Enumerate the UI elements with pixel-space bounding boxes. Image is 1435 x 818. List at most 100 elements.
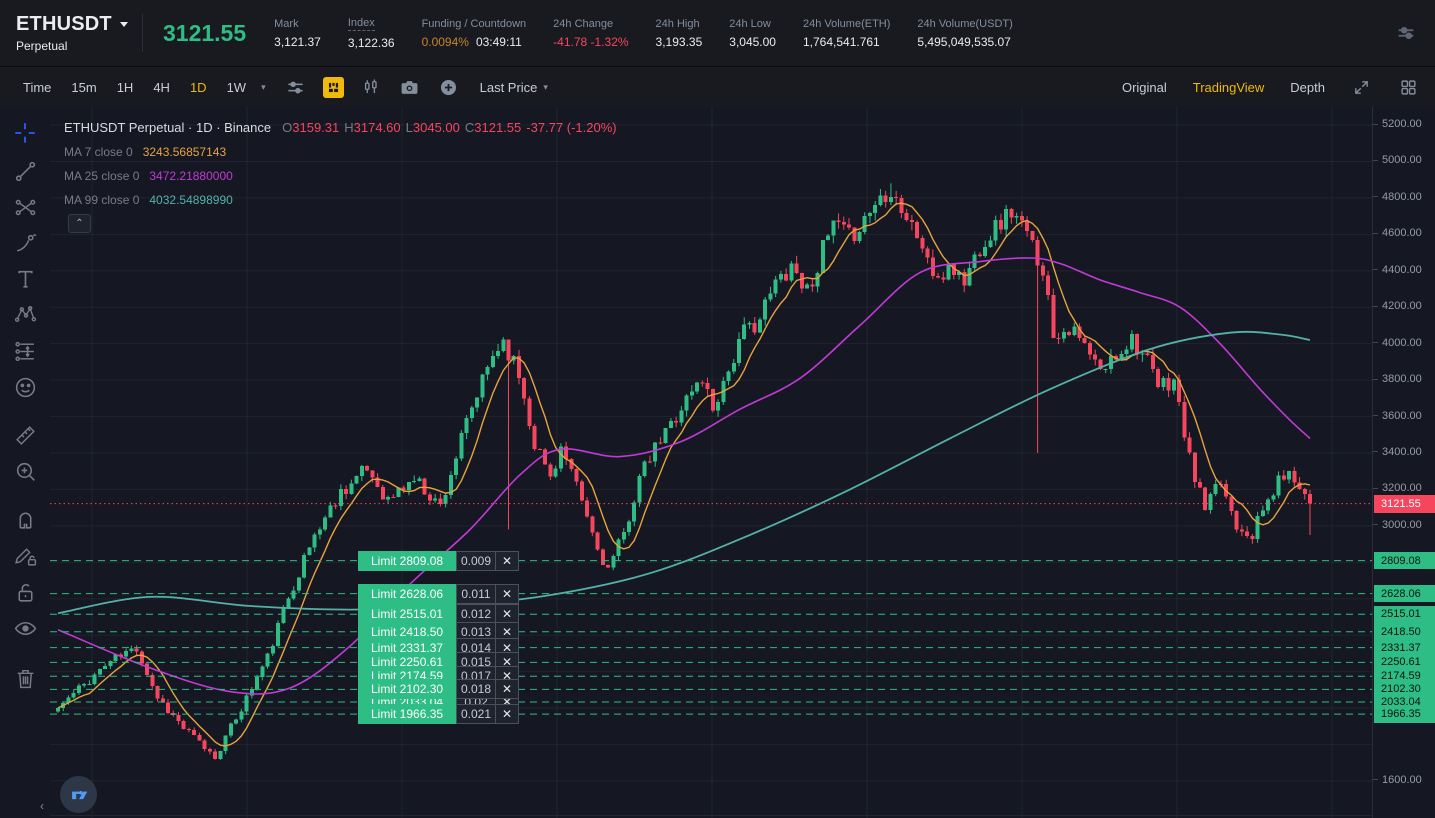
order-row[interactable]: Limit 2628.06 0.011 ✕	[358, 583, 519, 604]
grid-layer	[50, 107, 1372, 818]
view-depth-button[interactable]: Depth	[1290, 79, 1325, 95]
candle-style-icon[interactable]	[360, 76, 382, 98]
order-row[interactable]: Limit 2102.30 0.018 ✕	[358, 679, 519, 700]
interval-1d-button[interactable]: 1D	[183, 76, 214, 99]
legend-change: -37.77 (-1.20%)	[526, 120, 617, 135]
tradingview-logo[interactable]	[60, 776, 97, 813]
order-label[interactable]: Limit 2628.06	[358, 583, 456, 604]
ma25-line	[57, 257, 1311, 695]
zoom-in-icon[interactable]	[11, 457, 39, 485]
fib-tools-icon[interactable]	[11, 193, 39, 221]
order-price-axis-label: 1966.35	[1374, 705, 1435, 723]
trend-line-icon[interactable]	[11, 157, 39, 185]
order-row[interactable]: Limit 1966.35 0.021 ✕	[358, 704, 519, 725]
chart-pane[interactable]: ‹ ETHUSDT Perpetual · 1D · Binance O3159…	[0, 107, 1435, 818]
interval-4h-button[interactable]: 4H	[146, 76, 177, 99]
order-price-axis-label: 2515.01	[1374, 605, 1435, 623]
order-price-axis-label: 2628.06	[1374, 585, 1435, 603]
legend-title: ETHUSDT Perpetual · 1D · Binance	[64, 120, 272, 135]
chevron-down-icon	[119, 22, 128, 27]
camera-icon[interactable]	[398, 76, 421, 99]
text-tool-icon[interactable]	[11, 265, 39, 293]
stat-24h-high: 24h High 3,193.35	[655, 17, 703, 49]
legend-ma-3: MA 99 close 0 4032.54898990	[64, 193, 233, 207]
interval-time-button[interactable]: Time	[16, 76, 58, 99]
axis-tick: 3200.00	[1373, 482, 1422, 494]
price-source-select[interactable]: Last Price ▾	[480, 80, 548, 95]
chart-legend: ETHUSDT Perpetual · 1D · Binance O3159.3…	[64, 120, 617, 207]
lock-icon[interactable]	[11, 578, 39, 606]
axis-tick: 3000.00	[1373, 519, 1422, 531]
add-indicator-icon[interactable]	[437, 76, 460, 99]
legend-ma-1: MA 7 close 0 3243.56857143	[64, 145, 227, 159]
order-cancel-icon[interactable]: ✕	[496, 550, 519, 571]
order-amount[interactable]: 0.021	[456, 704, 496, 725]
order-amount[interactable]: 0.013	[456, 621, 496, 642]
axis-tick: 3800.00	[1373, 373, 1422, 385]
legend-collapse-button[interactable]: ⌃	[68, 214, 91, 233]
forecast-tool-icon[interactable]	[11, 337, 39, 365]
order-price-axis-label: 2418.50	[1374, 623, 1435, 641]
axis-tick: 4000.00	[1373, 337, 1422, 349]
ticker-header: ETHUSDT Perpetual 3121.55 Mark 3,121.37 In…	[0, 0, 1435, 66]
symbol-selector[interactable]: ETHUSDT Perpetual	[16, 13, 134, 53]
order-amount[interactable]: 0.018	[456, 679, 496, 700]
ruler-icon[interactable]	[11, 421, 39, 449]
ma7-line	[57, 202, 1311, 747]
order-label[interactable]: Limit 2515.01	[358, 604, 456, 625]
interval-1h-button[interactable]: 1H	[110, 76, 141, 99]
order-cancel-icon[interactable]: ✕	[496, 679, 519, 700]
order-label[interactable]: Limit 1966.35	[358, 704, 456, 725]
order-row[interactable]: Limit 2809.08 0.009 ✕	[358, 550, 519, 571]
candlestick-chart[interactable]	[0, 107, 1435, 818]
order-amount[interactable]: 0.012	[456, 604, 496, 625]
order-price-axis-label: 2250.61	[1374, 653, 1435, 671]
order-amount[interactable]: 0.009	[456, 550, 496, 571]
view-original-button[interactable]: Original	[1121, 79, 1167, 95]
order-amount[interactable]: 0.011	[456, 583, 496, 604]
grid-layout-icon[interactable]	[1398, 77, 1419, 98]
stat-index: Index 3,122.36	[347, 16, 395, 50]
order-price-axis-label: 2331.37	[1374, 639, 1435, 657]
last-price-axis-label: 3121.55	[1374, 494, 1435, 513]
price-axis[interactable]: 5200.00 5000.00 4800.00 4600.00 4400.00 4200.…	[1372, 107, 1435, 818]
interval-more-icon[interactable]: ▾	[261, 81, 266, 92]
crosshair-icon[interactable]	[11, 119, 39, 147]
axis-tick: 5000.00	[1373, 154, 1422, 166]
time-axis-border	[50, 815, 1435, 816]
order-cancel-icon[interactable]: ✕	[496, 583, 519, 604]
symbol-name: ETHUSDT	[16, 13, 112, 35]
axis-tick: 4600.00	[1373, 227, 1422, 239]
view-tradingview-button[interactable]: TradingView	[1192, 79, 1265, 95]
xabcd-pattern-icon[interactable]	[11, 300, 39, 328]
fullscreen-icon[interactable]	[1351, 77, 1372, 98]
header-settings-icon[interactable]	[1393, 20, 1419, 46]
market-stats: Mark 3,121.37 Index 3,122.36 Funding / Count…	[274, 17, 1013, 50]
magnet-icon[interactable]	[11, 505, 39, 533]
collapse-drawing-bar-icon[interactable]: ‹	[40, 799, 44, 813]
stat-funding-countdown: Funding / Countdown 0.0094% 03:49:11	[421, 17, 527, 49]
interval-15m-button[interactable]: 15m	[64, 76, 103, 99]
divider	[142, 14, 143, 52]
draw-lock-icon[interactable]	[11, 541, 39, 569]
order-label[interactable]: Limit 2418.50	[358, 621, 456, 642]
axis-tick: 4200.00	[1373, 300, 1422, 312]
eye-icon[interactable]	[11, 614, 39, 642]
order-cancel-icon[interactable]: ✕	[496, 704, 519, 725]
stat-24h-volume-usdt-: 24h Volume(USDT) 5,495,049,535.07	[917, 17, 1013, 49]
price-source-value: Last Price	[479, 79, 538, 95]
order-row[interactable]: Limit 2515.01 0.012 ✕	[358, 604, 519, 625]
order-row[interactable]: Limit 2418.50 0.013 ✕	[358, 621, 519, 642]
order-label[interactable]: Limit 2809.08	[358, 550, 456, 571]
chart-settings-icon[interactable]	[284, 76, 307, 99]
order-price-axis-label: 2174.59	[1374, 667, 1435, 685]
axis-tick: 4800.00	[1373, 191, 1422, 203]
trash-icon[interactable]	[11, 664, 39, 692]
board-icon[interactable]	[322, 76, 344, 98]
order-label[interactable]: Limit 2102.30	[358, 679, 456, 700]
brush-icon[interactable]	[11, 229, 39, 257]
stat-mark: Mark 3,121.37	[274, 17, 321, 49]
emoji-tool-icon[interactable]	[11, 373, 39, 401]
interval-1w-button[interactable]: 1W	[220, 76, 254, 99]
